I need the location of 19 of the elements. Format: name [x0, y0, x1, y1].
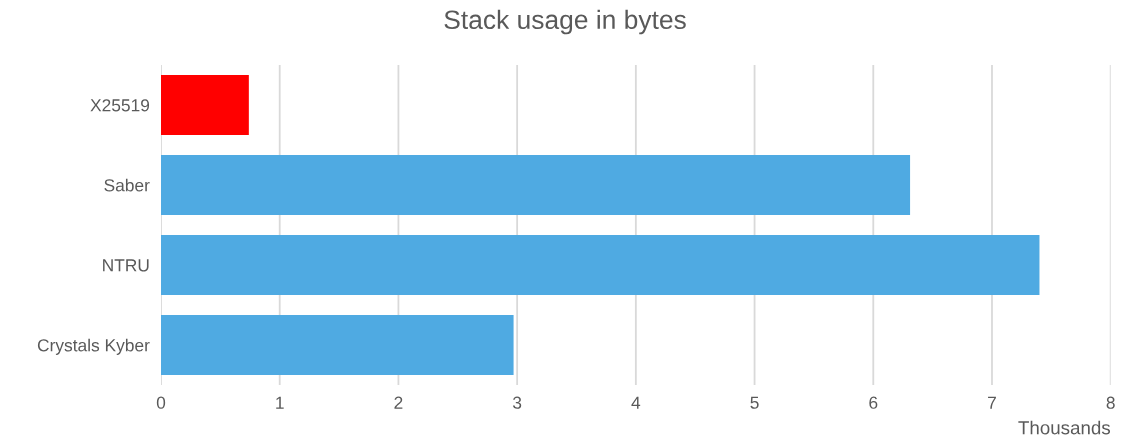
x-tick-label: 2 [394, 396, 403, 409]
y-tick-label: X25519 [90, 99, 150, 112]
x-tick-label: 3 [512, 396, 522, 409]
y-tick-label: Saber [104, 178, 150, 192]
bar [161, 235, 1040, 295]
bar [161, 75, 249, 135]
x-tick-label: 8 [1106, 396, 1115, 409]
x-tick-label: 4 [631, 396, 641, 409]
y-tick-label: NTRU [103, 259, 149, 272]
x-axis-title: Thousands [1018, 420, 1111, 435]
x-tick-label: 6 [869, 396, 878, 409]
x-tick-label: 7 [988, 396, 996, 409]
bar [161, 315, 514, 375]
x-tick-label: 5 [750, 396, 759, 409]
x-tick-label: 0 [156, 396, 166, 409]
y-tick-label: Crystals Kyber [37, 338, 150, 355]
x-tick-label: 1 [276, 396, 284, 409]
chart-title: Stack usage in bytes [444, 9, 686, 35]
bar [161, 155, 911, 215]
